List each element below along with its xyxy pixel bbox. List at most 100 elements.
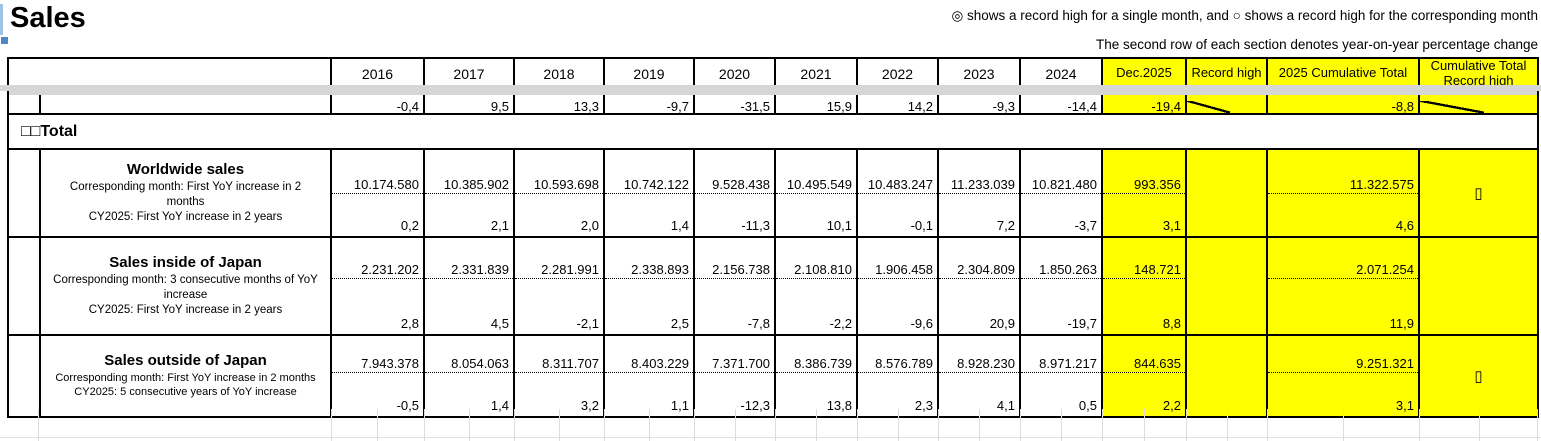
indent-cell[interactable] xyxy=(7,148,41,239)
cell-worldwide-2024[interactable]: 10.821.480 -3,7 xyxy=(1019,148,1103,239)
gridline-vertical xyxy=(735,409,736,441)
cell-outside-2021[interactable]: 8.386.739 13,8 xyxy=(774,334,858,419)
clipped-cell[interactable] xyxy=(39,95,332,116)
cell-inside-2024[interactable]: 1.850.263 -19,7 xyxy=(1019,236,1103,337)
cell-worldwide-dec2025[interactable]: 993.356 3,1 xyxy=(1101,148,1187,239)
cell-inside-2020[interactable]: 2.156.738 -7,8 xyxy=(693,236,776,337)
cell-inside-2023[interactable]: 2.304.809 20,9 xyxy=(937,236,1021,337)
cell-outside-dec2025[interactable]: 844.635 2,2 xyxy=(1101,334,1187,419)
cell-inside-2016[interactable]: 2.231.202 2,8 xyxy=(330,236,425,337)
cell-inside-2018[interactable]: 2.281.991 -2,1 xyxy=(513,236,605,337)
gridline-vertical xyxy=(1020,409,1021,441)
header-label-cell[interactable] xyxy=(7,56,332,91)
cell-inside-2022[interactable]: 1.906.458 -9,6 xyxy=(856,236,939,337)
clipped-yoy-2016[interactable]: -0,4 xyxy=(330,95,425,116)
clipped-yoy-dec2025[interactable]: -19,4 xyxy=(1101,95,1187,116)
label-sales-outside-japan[interactable]: Sales outside of Japan Corresponding mon… xyxy=(39,334,332,419)
gridline-vertical xyxy=(1144,409,1145,441)
section-title-total[interactable]: □□Total xyxy=(7,113,1539,151)
clipped-cum-record-slash[interactable] xyxy=(1418,95,1539,116)
header-year-2023[interactable]: 2023 xyxy=(937,56,1021,91)
cell-outside-cum-record-mark[interactable]: ▯ xyxy=(1418,334,1539,419)
cell-worldwide-2022[interactable]: 10.483.247 -0,1 xyxy=(856,148,939,239)
cell-inside-2021[interactable]: 2.108.810 -2,2 xyxy=(774,236,858,337)
header-year-2022[interactable]: 2022 xyxy=(856,56,939,91)
cell-worldwide-record-high[interactable] xyxy=(1185,148,1268,239)
gridline-horizontal xyxy=(0,437,1541,438)
cell-inside-cum-record-mark[interactable] xyxy=(1418,236,1539,337)
cell-inside-cumulative[interactable]: 2.071.254 11,9 xyxy=(1266,236,1420,337)
gridline-vertical xyxy=(469,409,470,441)
cell-outside-cumulative[interactable]: 9.251.321 3,1 xyxy=(1266,334,1420,419)
gridline-vertical xyxy=(816,409,817,441)
gridline-vertical xyxy=(1343,409,1344,441)
indent-cell[interactable] xyxy=(7,334,41,419)
cell-worldwide-2016[interactable]: 10.174.580 0,2 xyxy=(330,148,425,239)
cell-outside-2019[interactable]: 8.403.229 1,1 xyxy=(603,334,695,419)
gridline-vertical xyxy=(857,409,858,441)
gridline-vertical xyxy=(1227,409,1228,441)
header-cumulative-record[interactable]: Cumulative Total Record high xyxy=(1418,56,1539,91)
gridline-vertical xyxy=(424,409,425,441)
clipped-yoy-2023[interactable]: -9,3 xyxy=(937,95,1021,116)
cell-worldwide-cumulative[interactable]: 11.322.575 4,6 xyxy=(1266,148,1420,239)
cell-outside-2018[interactable]: 8.311.707 3,2 xyxy=(513,334,605,419)
cell-worldwide-2020[interactable]: 9.528.438 -11,3 xyxy=(693,148,776,239)
clipped-yoy-2021[interactable]: 15,9 xyxy=(774,95,858,116)
clipped-cell[interactable] xyxy=(7,95,41,116)
clipped-yoy-2017[interactable]: 9,5 xyxy=(423,95,515,116)
record-mark-icon: ▯ xyxy=(1474,185,1483,203)
diagonal-slash xyxy=(1188,101,1265,113)
selection-handle[interactable] xyxy=(1,37,8,44)
cell-outside-2022[interactable]: 8.576.789 2,3 xyxy=(856,334,939,419)
cell-outside-2024[interactable]: 8.971.217 0,5 xyxy=(1019,334,1103,419)
cell-outside-2016[interactable]: 7.943.378 -0,5 xyxy=(330,334,425,419)
indent-cell[interactable] xyxy=(7,236,41,337)
cell-worldwide-2019[interactable]: 10.742.122 1,4 xyxy=(603,148,695,239)
row-sales-outside-japan: Sales outside of Japan Corresponding mon… xyxy=(7,334,1539,419)
legend-record-high: ◎ shows a record high for a single month… xyxy=(951,8,1539,23)
cell-outside-2020[interactable]: 7.371.700 -12,3 xyxy=(693,334,776,419)
cell-worldwide-2023[interactable]: 11.233.039 7,2 xyxy=(937,148,1021,239)
cell-worldwide-2021[interactable]: 10.495.549 10,1 xyxy=(774,148,858,239)
cell-worldwide-cum-record-mark[interactable]: ▯ xyxy=(1418,148,1539,239)
clipped-yoy-2020[interactable]: -31,5 xyxy=(693,95,776,116)
clipped-yoy-2022[interactable]: 14,2 xyxy=(856,95,939,116)
clipped-yoy-2019[interactable]: -9,7 xyxy=(603,95,695,116)
header-year-2017[interactable]: 2017 xyxy=(423,56,515,91)
header-year-2021[interactable]: 2021 xyxy=(774,56,858,91)
gridline-vertical xyxy=(38,409,39,441)
header-record-high[interactable]: Record high xyxy=(1185,56,1268,91)
cell-worldwide-2017[interactable]: 10.385.902 2,1 xyxy=(423,148,515,239)
header-year-2016[interactable]: 2016 xyxy=(330,56,425,91)
gridline-vertical xyxy=(604,409,605,441)
label-worldwide-sales[interactable]: Worldwide sales Corresponding month: Fir… xyxy=(39,148,332,239)
cell-inside-2019[interactable]: 2.338.893 2,5 xyxy=(603,236,695,337)
label-sales-inside-japan[interactable]: Sales inside of Japan Corresponding mont… xyxy=(39,236,332,337)
cell-outside-record-high[interactable] xyxy=(1185,334,1268,419)
gridline-vertical xyxy=(694,409,695,441)
legend-second-row: The second row of each section denotes y… xyxy=(1095,37,1538,52)
clipped-yoy-2018[interactable]: 13,3 xyxy=(513,95,605,116)
gridline-vertical xyxy=(1479,409,1480,441)
cell-outside-2017[interactable]: 8.054.063 1,4 xyxy=(423,334,515,419)
cell-worldwide-2018[interactable]: 10.593.698 2,0 xyxy=(513,148,605,239)
gridline-vertical xyxy=(559,409,560,441)
clipped-yoy-2024[interactable]: -14,4 xyxy=(1019,95,1103,116)
cell-inside-2017[interactable]: 2.331.839 4,5 xyxy=(423,236,515,337)
sheet-title: Sales xyxy=(10,2,86,34)
gridline-vertical xyxy=(1419,409,1420,441)
gridline-vertical xyxy=(1061,409,1062,441)
clipped-record-high-slash[interactable] xyxy=(1185,95,1268,116)
cell-inside-dec2025[interactable]: 148.721 8,8 xyxy=(1101,236,1187,337)
cell-outside-2023[interactable]: 8.928.230 4,1 xyxy=(937,334,1021,419)
gridline-vertical xyxy=(775,409,776,441)
cell-inside-record-high[interactable] xyxy=(1185,236,1268,337)
clipped-yoy-cumulative[interactable]: -8,8 xyxy=(1266,95,1420,116)
clipped-yoy-row: -0,4 9,5 13,3 -9,7 -31,5 15,9 14,2 -9,3 … xyxy=(7,95,1539,116)
gridline-vertical xyxy=(377,409,378,441)
record-mark-icon: ▯ xyxy=(1474,368,1483,386)
gridline-vertical xyxy=(649,409,650,441)
header-dec-2025[interactable]: Dec.2025 xyxy=(1101,56,1187,91)
